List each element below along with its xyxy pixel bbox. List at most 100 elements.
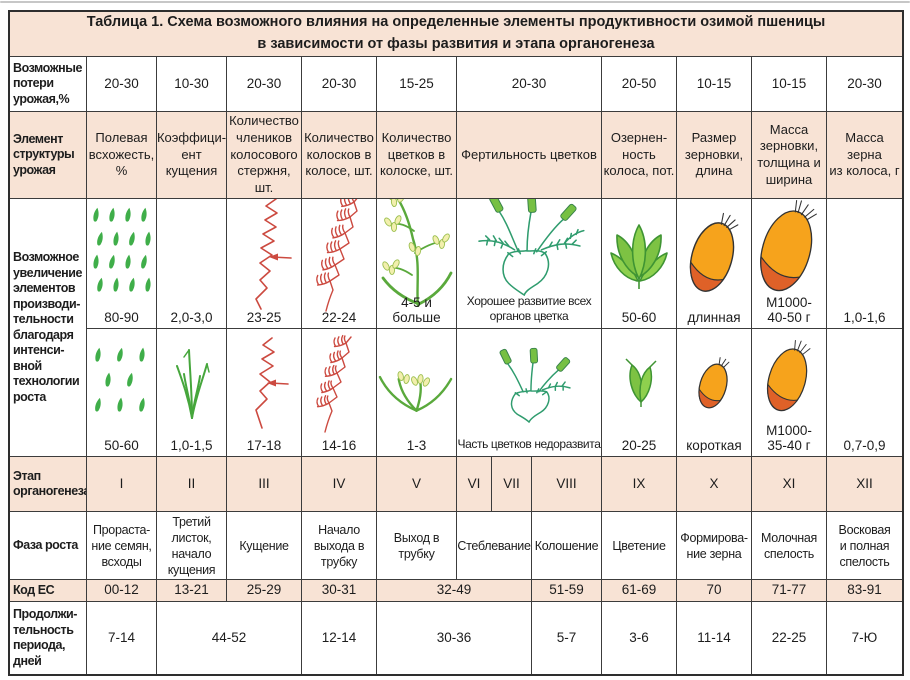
etap-value: XII xyxy=(827,457,902,512)
loss-row-label: Возможные потери урожая,% xyxy=(10,57,87,112)
cell-fertility-good: Хорошее развитие всех органов цветка xyxy=(457,199,602,329)
etap-value: XI xyxy=(752,457,827,512)
faza-value: Колошение xyxy=(532,512,602,580)
cell-grain-number-poor: 20-25 xyxy=(602,329,677,457)
increase-value: 17-18 xyxy=(246,437,282,453)
fertility-caption: Хорошее развитие всех органов цветка xyxy=(466,293,592,324)
rachis-zigzag-short-icon xyxy=(227,329,301,438)
faza-value: Восковая и полная спелость xyxy=(827,512,902,580)
kod-value: 30-31 xyxy=(302,580,377,602)
duration-value: 44-52 xyxy=(157,602,302,674)
faza-value: Третий листок, начало кущения xyxy=(157,512,227,580)
grain-short-icon xyxy=(677,329,751,438)
faza-value: Молочная спелость xyxy=(752,512,827,580)
cell-grain-size-good: длинная xyxy=(677,199,752,329)
increase-value: 1,0-1,6 xyxy=(843,309,886,325)
cell-spikelets-poor: 14-16 xyxy=(302,329,377,457)
dense-seedlings-icon xyxy=(87,199,156,310)
kod-value: 83-91 xyxy=(827,580,902,602)
kod-value: 61-69 xyxy=(602,580,677,602)
spike-small-icon xyxy=(302,329,376,438)
element-header: Размер зерновки, длина xyxy=(677,112,752,199)
leafy-ear-large-icon xyxy=(602,199,676,310)
etap-value: VIII xyxy=(532,457,602,512)
etap-value: I xyxy=(87,457,157,512)
loss-value: 10-15 xyxy=(677,57,752,112)
sparse-seedlings-icon xyxy=(87,329,156,438)
increase-value: 80-90 xyxy=(104,309,139,325)
increase-value: 0,7-0,9 xyxy=(843,437,886,453)
etap-value: II xyxy=(157,457,227,512)
faza-value: Формирова- ние зерна xyxy=(677,512,752,580)
etap-value: X xyxy=(677,457,752,512)
no-icon xyxy=(827,199,902,310)
increase-value: 50-60 xyxy=(104,437,139,453)
element-header: Коэффици- ент кущения xyxy=(157,112,227,199)
duration-value: 3-6 xyxy=(602,602,677,674)
cell-florets-poor: 1-3 xyxy=(377,329,457,457)
increase-value: 4-5 и больше xyxy=(392,294,441,325)
kod-value: 70 xyxy=(677,580,752,602)
flowering-branch-low-icon xyxy=(377,329,456,438)
etap-row-label: Этап органогенеза xyxy=(10,457,87,512)
etap-value: IV xyxy=(302,457,377,512)
no-icon xyxy=(157,199,226,310)
cell-germination-poor: 50-60 xyxy=(87,329,157,457)
page-top-divider xyxy=(0,1,910,3)
element-header: Полевая всхожесть, % xyxy=(87,112,157,199)
cell-florets-good: 4-5 и больше xyxy=(377,199,457,329)
flowering-branch-tall-icon xyxy=(377,199,456,307)
etap-value: VII xyxy=(492,457,532,512)
loss-value: 20-30 xyxy=(87,57,157,112)
loss-value: 20-30 xyxy=(302,57,377,112)
loss-value: 20-30 xyxy=(227,57,302,112)
faza-row-label: Фаза роста xyxy=(10,512,87,580)
cell-grain-mass-poor: М1000- 35-40 г xyxy=(752,329,827,457)
leafy-ear-small-icon xyxy=(602,329,676,438)
faza-value: Начало выхода в трубку xyxy=(302,512,377,580)
increase-value: 23-25 xyxy=(246,309,282,325)
duration-value: 11-14 xyxy=(677,602,752,674)
increase-row-label: Возможное увеличение элементов производи… xyxy=(10,199,87,457)
element-header: Озернен- ность колоса, пот. xyxy=(602,112,677,199)
cell-fertility-poor: Часть цветков недоразвита xyxy=(457,329,602,457)
loss-value: 20-30 xyxy=(827,57,902,112)
loss-value: 10-30 xyxy=(157,57,227,112)
element-header: Количество колосков в колосе, шт. xyxy=(302,112,377,199)
spike-large-icon xyxy=(302,199,376,313)
cell-tillering-good: 2,0-3,0 xyxy=(157,199,227,329)
faza-value: Цветение xyxy=(602,512,677,580)
faza-value: Выход в трубку xyxy=(377,512,457,580)
loss-value: 20-30 xyxy=(457,57,602,112)
kod-value: 51-59 xyxy=(532,580,602,602)
increase-value: 22-24 xyxy=(321,309,357,325)
increase-value: 1-3 xyxy=(406,437,427,453)
element-header: Масса зерна из колоса, г xyxy=(827,112,902,199)
kod-value: 32-49 xyxy=(377,580,532,602)
fertility-caption: Часть цветков недоразвита xyxy=(457,437,601,452)
increase-value: М1000- 35-40 г xyxy=(766,422,812,453)
cell-grain-number-good: 50-60 xyxy=(602,199,677,329)
grass-tiller-icon xyxy=(157,329,226,438)
grain-long-icon xyxy=(677,199,751,310)
increase-value: 20-25 xyxy=(621,437,657,453)
grain-light-icon xyxy=(752,329,826,423)
element-header: Количество члеников колосового стержня, … xyxy=(227,112,302,199)
kod-value: 71-77 xyxy=(752,580,827,602)
grain-heavy-icon xyxy=(752,199,826,295)
loss-value: 10-15 xyxy=(752,57,827,112)
faza-value: Стеблевание xyxy=(457,512,532,580)
duration-value: 12-14 xyxy=(302,602,377,674)
fertile-flower-icon xyxy=(457,199,601,297)
element-header: Масса зерновки, толщина и ширина xyxy=(752,112,827,199)
loss-value: 15-25 xyxy=(377,57,457,112)
faza-value: Кущение xyxy=(227,512,302,580)
cell-rachis-segments-poor: 17-18 xyxy=(227,329,302,457)
increase-value: М1000- 40-50 г xyxy=(766,294,812,325)
increase-value: 2,0-3,0 xyxy=(170,309,213,325)
duration-value: 7-14 xyxy=(87,602,157,674)
cell-ear-grain-mass-poor: 0,7-0,9 xyxy=(827,329,902,457)
cell-grain-mass-good: М1000- 40-50 г xyxy=(752,199,827,329)
loss-value: 20-50 xyxy=(602,57,677,112)
